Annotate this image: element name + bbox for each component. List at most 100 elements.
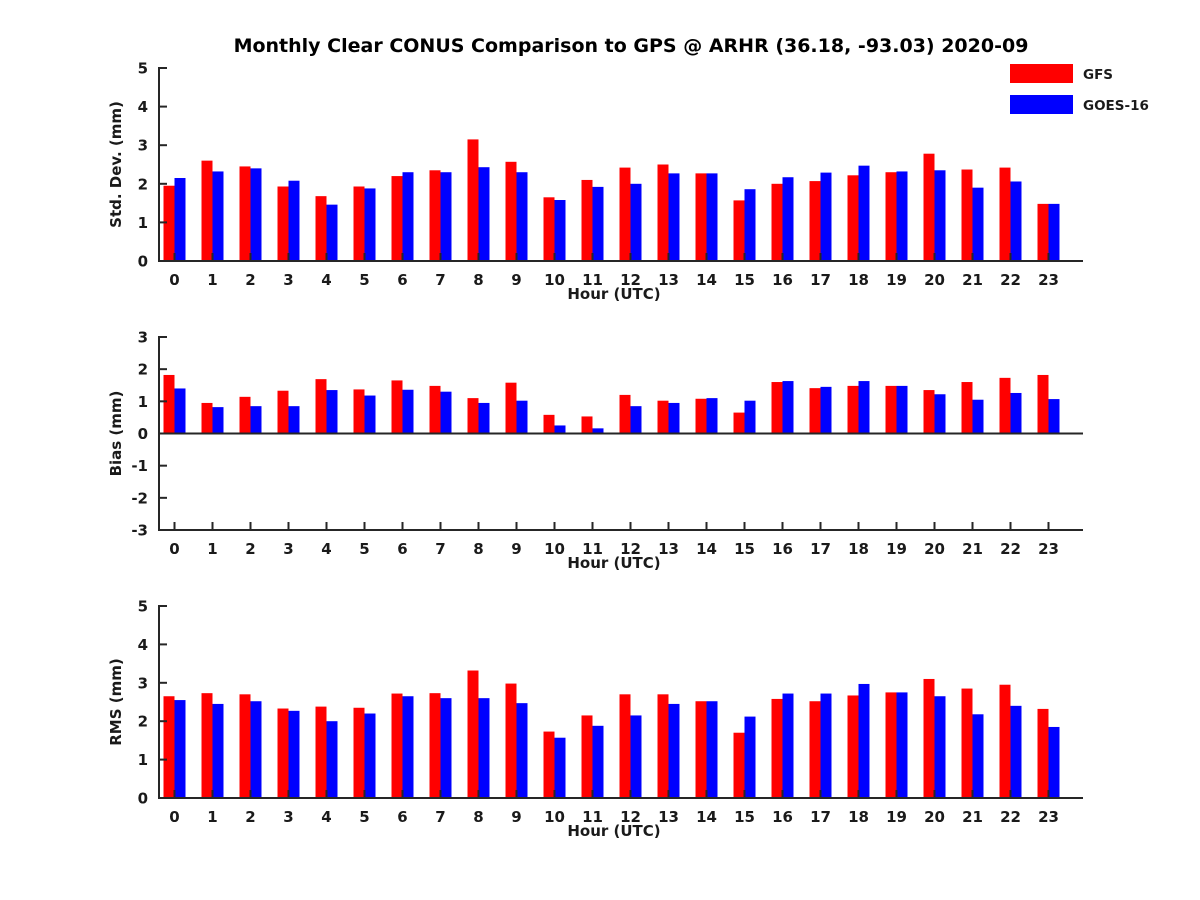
bar-goes16-h23	[1048, 399, 1060, 434]
bar-gfs-h11	[581, 715, 593, 798]
bar-gfs-h10	[543, 414, 555, 434]
y-tick-label: 0	[138, 253, 148, 271]
bar-gfs-h4	[315, 379, 327, 434]
bar-gfs-h20	[923, 390, 935, 434]
x-tick-label: 21	[962, 271, 983, 289]
x-tick-label: 7	[435, 808, 445, 826]
bar-goes16-h13	[668, 173, 680, 261]
legend: GFS GOES-16	[1010, 64, 1149, 114]
x-tick-label: 16	[772, 271, 793, 289]
x-tick-label: 22	[1000, 540, 1021, 558]
x-tick-label: 11	[582, 808, 603, 826]
x-tick-label: 8	[473, 540, 483, 558]
x-tick-label: 5	[359, 271, 369, 289]
y-tick-label: 2	[138, 713, 148, 731]
x-tick-label: 13	[658, 271, 679, 289]
legend-swatch-goes16	[1010, 95, 1073, 114]
bar-gfs-h11	[581, 416, 593, 434]
bar-goes16-h1	[212, 703, 224, 798]
x-tick-label: 19	[886, 540, 907, 558]
bar-gfs-h21	[961, 169, 973, 261]
x-tick-label: 4	[321, 271, 331, 289]
x-tick-label: 16	[772, 540, 793, 558]
bar-goes16-h9	[516, 400, 528, 434]
bar-goes16-h16	[782, 693, 794, 798]
xlabel-rms: Hour (UTC)	[567, 822, 660, 840]
x-tick-label: 15	[734, 271, 755, 289]
bar-goes16-h16	[782, 177, 794, 261]
ylabel-stddev: Std. Dev. (mm)	[107, 101, 125, 228]
x-tick-label: 12	[620, 808, 641, 826]
x-tick-label: 6	[397, 540, 407, 558]
bar-gfs-h2	[239, 396, 251, 434]
x-tick-label: 1	[207, 540, 217, 558]
bar-goes16-h20	[934, 170, 946, 261]
y-tick-label: -2	[131, 489, 148, 507]
bar-goes16-h10	[554, 425, 566, 434]
y-tick-label: -3	[131, 522, 148, 540]
x-tick-label: 18	[848, 271, 869, 289]
x-tick-label: 2	[245, 271, 255, 289]
xlabel-stddev: Hour (UTC)	[567, 285, 660, 303]
bar-goes16-h6	[402, 389, 414, 434]
bar-goes16-h18	[858, 683, 870, 798]
bar-gfs-h22	[999, 684, 1011, 798]
bar-goes16-h10	[554, 737, 566, 798]
x-tick-label: 15	[734, 808, 755, 826]
bar-goes16-h8	[478, 698, 490, 798]
x-tick-label: 7	[435, 540, 445, 558]
x-tick-label: 16	[772, 808, 793, 826]
x-tick-label: 6	[397, 271, 407, 289]
x-tick-label: 23	[1038, 271, 1059, 289]
bar-goes16-h9	[516, 703, 528, 798]
x-tick-label: 20	[924, 808, 945, 826]
bar-gfs-h3	[277, 390, 289, 434]
bar-gfs-h9	[505, 161, 517, 261]
bar-gfs-h6	[391, 693, 403, 798]
bar-gfs-h8	[467, 139, 479, 261]
bar-goes16-h22	[1010, 705, 1022, 798]
bar-gfs-h3	[277, 186, 289, 261]
x-tick-label: 3	[283, 540, 293, 558]
bar-goes16-h21	[972, 399, 984, 434]
x-tick-label: 18	[848, 540, 869, 558]
bar-gfs-h21	[961, 688, 973, 798]
y-tick-label: 0	[138, 790, 148, 808]
bar-gfs-h13	[657, 164, 669, 261]
bar-gfs-h16	[771, 698, 783, 798]
x-tick-label: 3	[283, 808, 293, 826]
bar-gfs-h23	[1037, 374, 1049, 434]
bar-goes16-h1	[212, 407, 224, 434]
bar-gfs-h18	[847, 695, 859, 798]
bar-goes16-h11	[592, 725, 604, 798]
x-tick-label: 17	[810, 808, 831, 826]
bar-goes16-h12	[630, 183, 642, 261]
y-tick-label: 5	[138, 60, 148, 78]
bar-goes16-h15	[744, 189, 756, 261]
bar-goes16-h13	[668, 703, 680, 798]
bar-goes16-h20	[934, 394, 946, 434]
bar-goes16-h2	[250, 168, 262, 261]
x-tick-label: 5	[359, 808, 369, 826]
x-tick-label: 19	[886, 808, 907, 826]
bar-gfs-h2	[239, 166, 251, 261]
bar-goes16-h0	[174, 388, 186, 434]
bar-gfs-h10	[543, 731, 555, 798]
x-tick-label: 14	[696, 271, 717, 289]
y-tick-label: 1	[138, 214, 148, 232]
bar-gfs-h12	[619, 167, 631, 261]
bar-goes16-h5	[364, 395, 376, 434]
x-tick-label: 6	[397, 808, 407, 826]
bar-gfs-h9	[505, 382, 517, 434]
legend-swatch-gfs	[1010, 64, 1073, 83]
x-tick-label: 18	[848, 808, 869, 826]
x-tick-label: 2	[245, 808, 255, 826]
bar-gfs-h19	[885, 692, 897, 798]
bar-gfs-h8	[467, 670, 479, 798]
bar-gfs-h17	[809, 701, 821, 798]
x-tick-label: 13	[658, 540, 679, 558]
bar-gfs-h1	[201, 160, 213, 261]
bar-goes16-h15	[744, 400, 756, 434]
x-tick-label: 19	[886, 271, 907, 289]
